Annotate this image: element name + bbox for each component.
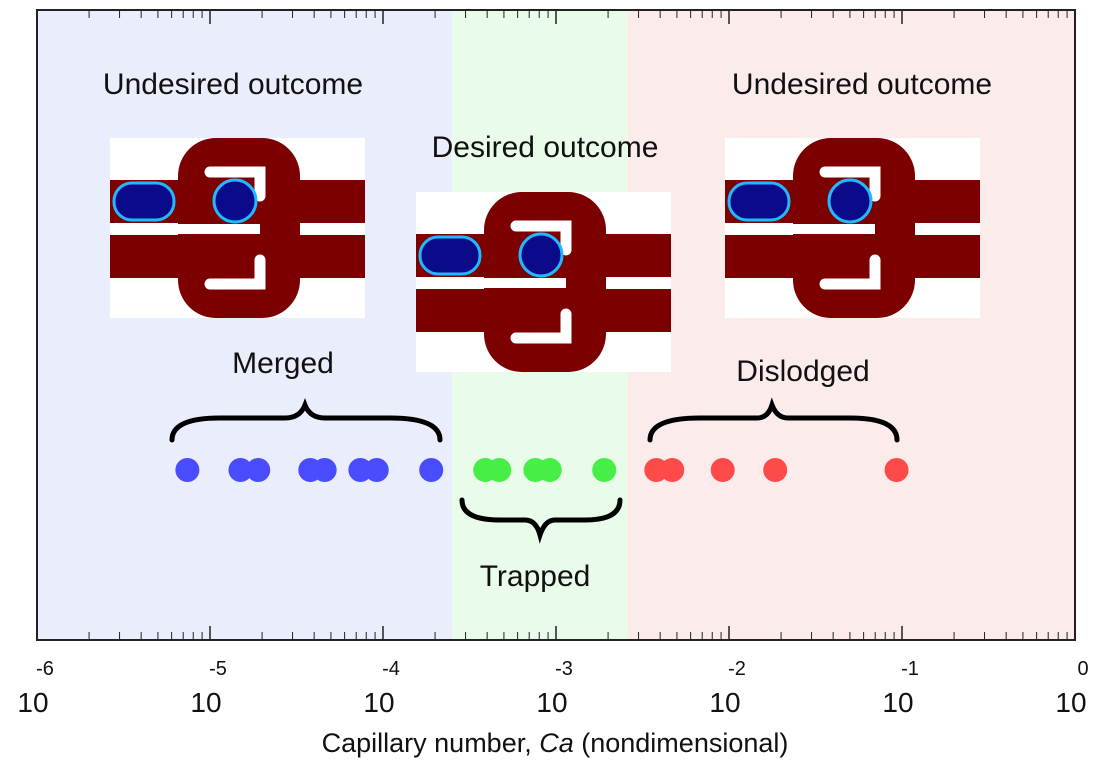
x-tick-exponent: -6 — [36, 658, 54, 680]
annotation: Trapped — [480, 560, 591, 593]
point — [175, 458, 199, 482]
point — [538, 458, 562, 482]
point — [592, 458, 616, 482]
point — [660, 458, 684, 482]
chip-dislodged — [725, 138, 980, 318]
x-tick-exponent: -4 — [382, 658, 400, 680]
x-axis-label-variable: Ca — [539, 728, 574, 758]
point — [763, 458, 787, 482]
x-tick-label: 10 — [190, 687, 221, 718]
point — [365, 458, 389, 482]
x-tick-exponent: 0 — [1077, 658, 1088, 680]
annotation: Desired outcome — [432, 131, 659, 164]
x-tick-exponent: -5 — [209, 658, 227, 680]
x-tick-exponent: -2 — [728, 658, 746, 680]
annotation: Dislodged — [736, 355, 869, 388]
annotation: Undesired outcome — [103, 68, 363, 101]
point — [885, 458, 909, 482]
x-tick-label: 10 — [17, 687, 48, 718]
chip-merged — [110, 138, 365, 318]
x-tick-label: 10 — [1055, 687, 1086, 718]
chart: 10 -6 10 -5 10 -4 10 -3 10 -2 10 -1 10 0 Capillary nu… — [0, 0, 1103, 764]
point — [711, 458, 735, 482]
point — [246, 458, 270, 482]
x-axis-label: Capillary number, Ca (nondimensional) — [322, 728, 789, 758]
annotation: Undesired outcome — [732, 68, 992, 101]
region — [628, 10, 1075, 640]
x-tick-exponent: -1 — [901, 658, 919, 680]
point — [313, 458, 337, 482]
chip-trapped — [416, 192, 671, 372]
x-tick-label: 10 — [536, 687, 567, 718]
point — [487, 458, 511, 482]
x-tick-exponent: -3 — [555, 658, 573, 680]
x-tick-label: 10 — [709, 687, 740, 718]
x-tick-label: 10 — [882, 687, 913, 718]
x-axis-label-text: Capillary number, — [322, 728, 540, 758]
region — [37, 10, 452, 640]
point — [419, 458, 443, 482]
annotation: Merged — [232, 347, 334, 380]
x-axis-label-unit: (nondimensional) — [574, 728, 789, 758]
x-tick-label: 10 — [363, 687, 394, 718]
